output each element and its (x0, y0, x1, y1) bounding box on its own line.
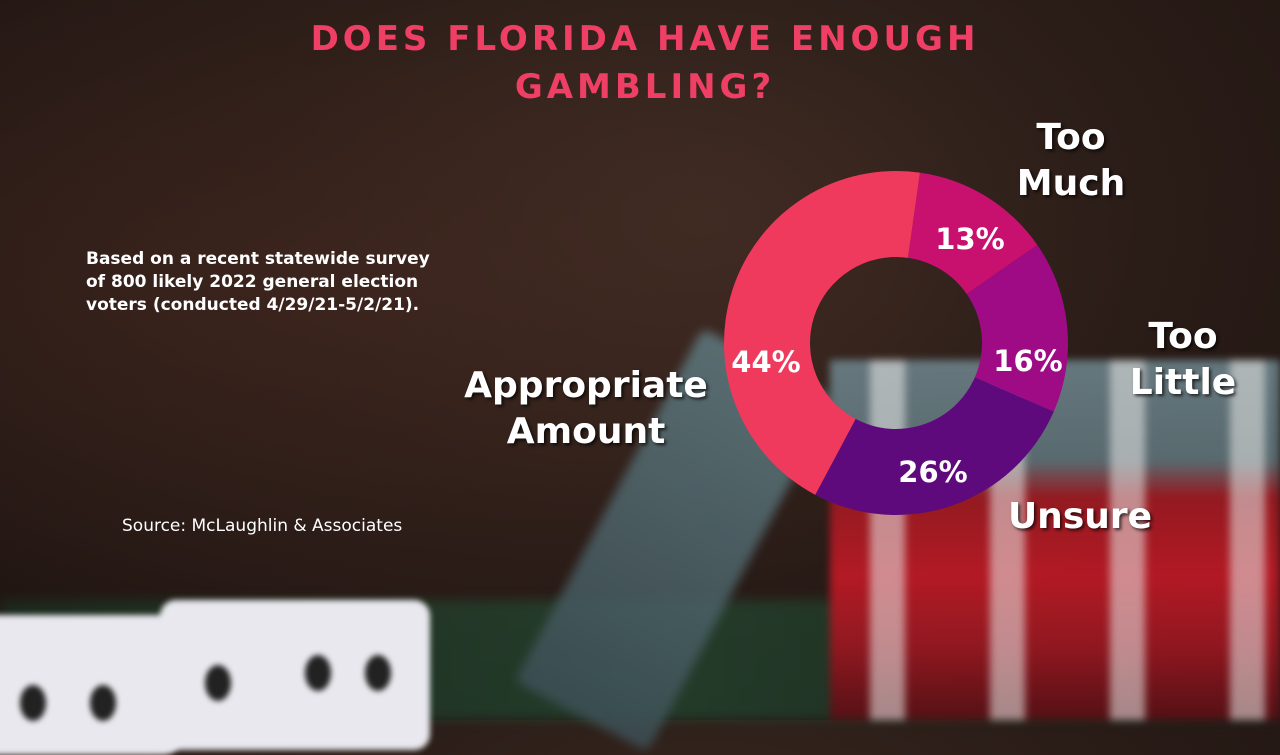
category-label-line: Unsure (1007, 496, 1153, 537)
source-note: Source: McLaughlin & Associates (122, 516, 403, 536)
category-label-too-much: Too Much (1017, 115, 1125, 207)
category-label-too-little: Too Little (1130, 314, 1236, 406)
background-dice (0, 615, 180, 755)
donut-chart (724, 171, 1068, 515)
category-label-line: Too (1148, 316, 1218, 357)
category-label-line: Amount (506, 411, 666, 452)
category-label-line: Appropriate (464, 365, 708, 406)
donut-slice-too-little (966, 245, 1068, 412)
chart-title: DOES FLORIDA HAVE ENOUGH (310, 19, 980, 59)
category-label-line: Much (1016, 163, 1126, 204)
slice-label-appropriate-amount: 44% (731, 345, 801, 379)
donut-slice-appropriate-amount (724, 171, 920, 495)
survey-description-line: Based on a recent statewide survey (86, 249, 430, 269)
survey-description-line: voters (conducted 4/29/21-5/2/21). (86, 295, 420, 315)
chart-title-line2: GAMBLING? (514, 67, 776, 107)
survey-description-line: of 800 likely 2022 general election (86, 272, 419, 292)
category-label-line: Too (1036, 117, 1106, 158)
category-label-appropriate-amount: Appropriate Amount (464, 363, 708, 455)
slice-label-unsure: 26% (898, 455, 968, 489)
slice-label-too-little: 16% (993, 344, 1063, 378)
category-label-line: Little (1129, 362, 1237, 403)
survey-description: Based on a recent statewide survey of 80… (86, 248, 546, 317)
slice-label-too-much: 13% (935, 222, 1005, 256)
category-label-unsure: Unsure (1008, 494, 1152, 540)
background-dice (160, 600, 430, 750)
donut-slice-unsure (815, 377, 1054, 515)
background-poker-chips (830, 360, 1280, 720)
donut-slice-too-much (907, 172, 1038, 295)
